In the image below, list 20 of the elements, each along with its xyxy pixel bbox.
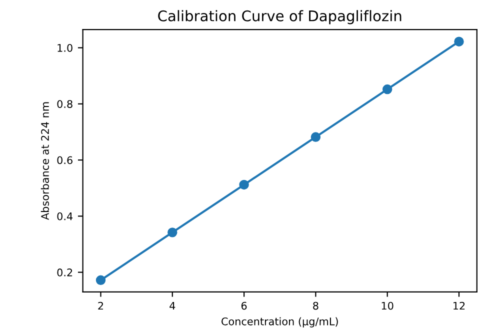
point — [96, 275, 106, 285]
chart-title: Calibration Curve of Dapagliflozin — [158, 10, 402, 24]
point — [454, 36, 464, 46]
x-tick-label: 6 — [241, 302, 247, 310]
x-tick-label: 8 — [313, 302, 318, 310]
y-tick-label: 1.0 — [58, 44, 72, 52]
y-tick-label: 0.8 — [57, 100, 72, 108]
y-tick-label: 0.4 — [57, 212, 73, 220]
x-tick-label: 10 — [382, 302, 394, 310]
point — [382, 84, 392, 94]
x-tick-label: 4 — [170, 302, 176, 310]
point — [239, 180, 249, 190]
x-axis-title: Concentration (µg/mL) — [222, 317, 338, 328]
y-tick-label: 0.2 — [57, 268, 72, 276]
y-axis-title: Absorbance at 224 nm — [40, 102, 49, 220]
point — [310, 132, 321, 142]
y-tick-label: 0.6 — [57, 156, 72, 164]
x-tick-label: 12 — [454, 302, 465, 310]
x-tick-label: 2 — [98, 302, 104, 310]
point — [168, 228, 178, 238]
